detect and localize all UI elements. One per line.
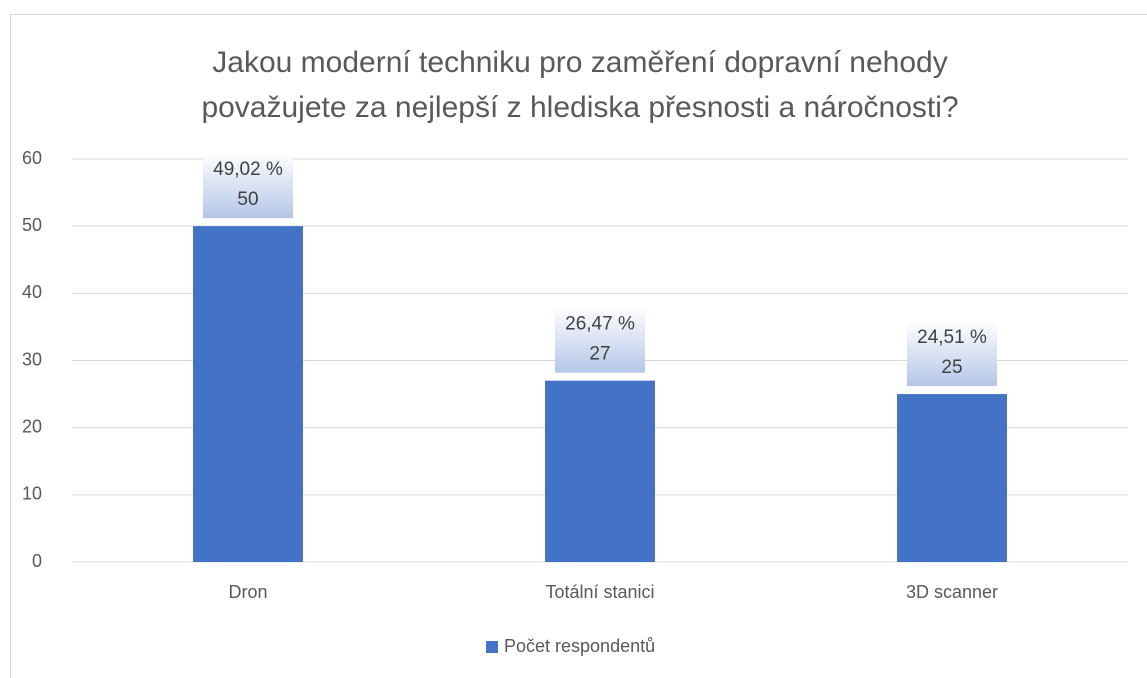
data-label-box: [907, 320, 997, 387]
percent-label: 49,02 %: [213, 159, 283, 180]
y-tick-label: 50: [22, 215, 42, 235]
data-label: 27: [589, 344, 610, 365]
y-tick-label: 10: [22, 484, 42, 504]
percent-label: 24,51 %: [917, 327, 987, 348]
x-tick-label: Totální stanici: [545, 582, 654, 602]
bar: [193, 226, 303, 562]
chart-title: Jakou moderní techniku pro zaměření dopr…: [212, 46, 947, 79]
chart-title: považujete za nejlepší z hlediska přesno…: [201, 91, 958, 124]
x-tick-label: Dron: [228, 582, 267, 602]
data-label: 50: [237, 189, 258, 210]
y-tick-label: 20: [22, 416, 42, 436]
x-tick-label: 3D scanner: [906, 582, 998, 602]
data-label-box: [555, 306, 645, 373]
data-label: 25: [941, 357, 962, 378]
y-tick-label: 60: [22, 148, 42, 168]
bar: [897, 394, 1007, 562]
percent-label: 26,47 %: [565, 314, 635, 335]
legend-label: Počet respondentů: [504, 636, 655, 656]
y-tick-label: 40: [22, 282, 42, 302]
bar: [545, 380, 655, 562]
y-tick-label: 30: [22, 349, 42, 369]
y-tick-label: 0: [32, 551, 42, 571]
legend-swatch: [486, 641, 498, 653]
data-label-box: [203, 152, 293, 219]
